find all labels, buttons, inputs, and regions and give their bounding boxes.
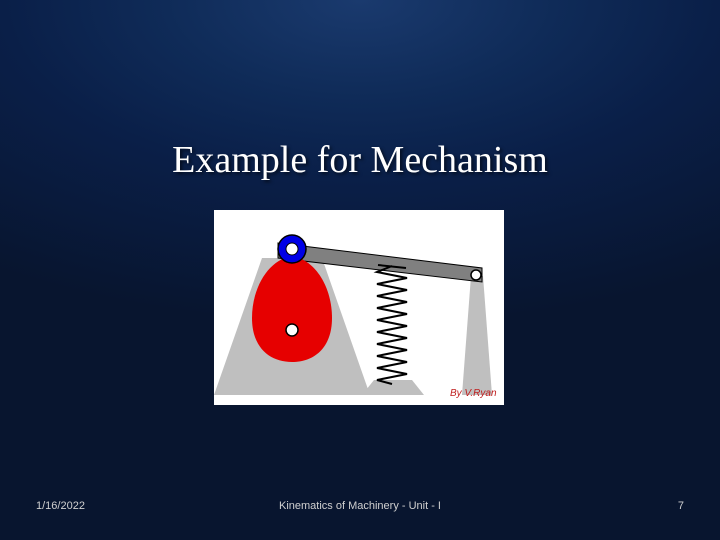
lever-pivot-mount (462, 276, 492, 395)
mechanism-svg (214, 210, 504, 405)
spring-base (362, 380, 424, 395)
figure-attribution: By V.Ryan (450, 388, 497, 399)
slide-title: Example for Mechanism (0, 138, 720, 182)
cam-pivot (286, 324, 298, 336)
footer-subject: Kinematics of Machinery - Unit - I (0, 500, 720, 512)
slide-footer: 1/16/2022 Kinematics of Machinery - Unit… (0, 500, 720, 520)
spring-coil (377, 266, 407, 384)
lever-pivot-pin (471, 270, 481, 280)
slide: Example for Mechanism By V.Ryan (0, 0, 720, 540)
mechanism-figure: By V.Ryan (214, 210, 504, 405)
footer-page-number: 7 (678, 500, 684, 512)
follower-roller-center (286, 243, 298, 255)
